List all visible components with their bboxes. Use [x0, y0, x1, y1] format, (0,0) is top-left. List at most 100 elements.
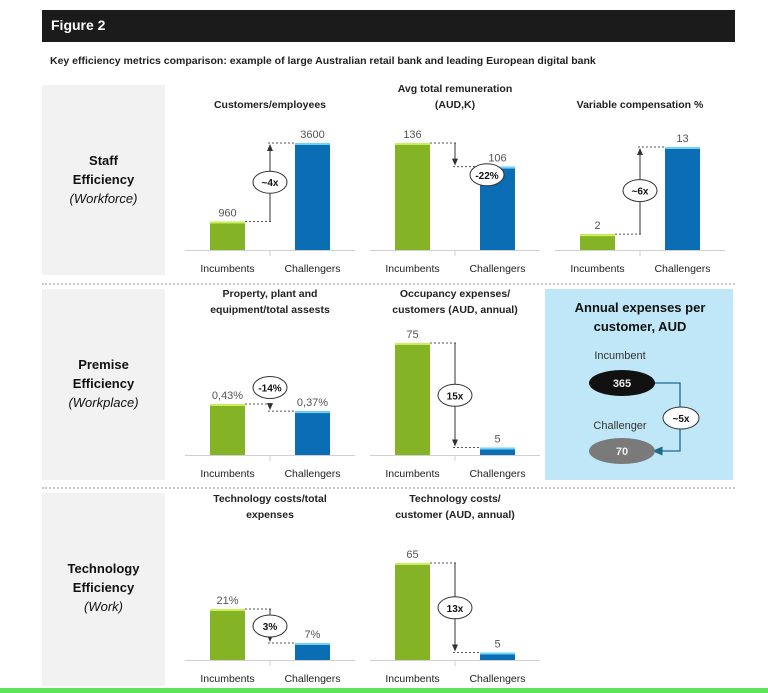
row-divider [42, 487, 735, 489]
bar-challengers [480, 652, 515, 660]
incumbent-value: 365 [613, 378, 631, 390]
highlight-title-line: customer, AUD [594, 319, 687, 334]
bar-incumbents [580, 234, 615, 250]
x-tick-label: Challengers [284, 263, 340, 275]
bar-top-highlight [480, 447, 515, 450]
bar-chart: Variable compensation % 2 Incumbents 13 Chal… [555, 99, 725, 275]
bar-top-highlight [210, 404, 245, 406]
bar-incumbents [210, 609, 245, 660]
bar-chart: Occupancy expenses/customers (AUD, annua… [370, 288, 540, 480]
row-title-line: Staff [89, 153, 118, 168]
bar-value-label: 5 [494, 434, 500, 446]
chart-title-line: Variable compensation % [577, 99, 704, 111]
chart-title-line: Customers/employees [214, 99, 326, 111]
chart-title-line: Technology costs/ [409, 493, 500, 505]
bar-value-label: 5 [494, 639, 500, 651]
bar-value-label: 13 [676, 133, 688, 145]
bar-top-highlight [665, 147, 700, 149]
comparison-bubble [437, 383, 473, 407]
incumbent-bubble [589, 370, 655, 396]
bar-value-label: 21% [216, 595, 238, 607]
bar-chart: Avg total remuneration (AUD,K) 136 Incumben… [370, 83, 540, 275]
row-label-premise: Premise Efficiency (Workplace) [42, 289, 165, 480]
bar-top-highlight [210, 221, 245, 224]
comparison-bubble [252, 170, 288, 194]
bar-value-label: 106 [488, 153, 506, 165]
x-tick-label: Incumbents [385, 468, 439, 480]
chart-title-line: customer (AUD, annual) [395, 509, 515, 521]
bar-top-highlight [580, 234, 615, 237]
x-tick-label: Challengers [469, 673, 525, 685]
row-title-line: Technology [67, 561, 140, 576]
bar-challengers [295, 643, 330, 660]
x-tick-label: Challengers [654, 263, 710, 275]
bar-chart: Property, plant and equipment/total asses… [185, 288, 355, 480]
annual-expenses-box: Annual expenses per customer, AUD Incumb… [545, 289, 733, 480]
comparison-label: 15x [447, 391, 464, 402]
bar-incumbents [395, 563, 430, 660]
row-subtitle: (Work) [84, 599, 123, 614]
challenger-bubble [589, 438, 655, 464]
x-tick-label: Incumbents [200, 468, 254, 480]
bar-top-highlight [480, 652, 515, 655]
highlight-title-line: Annual expenses per [575, 300, 706, 315]
row-subtitle: (Workplace) [68, 395, 139, 410]
bar-challengers [295, 411, 330, 455]
comparison-label: ~6x [632, 187, 649, 198]
row-title-line: Efficiency [72, 172, 135, 187]
bar-value-label: 7% [305, 629, 321, 641]
challenger-value: 70 [616, 446, 628, 458]
bar-challengers [295, 143, 330, 250]
bar-value-label: 65 [406, 549, 418, 561]
bar-chart: Customers/employees 960 Incumbents 3600 Chal… [185, 99, 355, 275]
challenger-label: Challenger [593, 420, 647, 432]
figure-header: Figure 2 [42, 10, 735, 42]
comparison-label: 13x [447, 604, 464, 615]
bar-challengers [665, 147, 700, 250]
chart-title-line: expenses [246, 509, 294, 521]
comparison-label: 3% [263, 622, 278, 633]
incumbent-label: Incumbent [594, 350, 645, 362]
row-title-line: Premise [78, 357, 129, 372]
bar-incumbents [210, 404, 245, 455]
figure-title: Figure 2 [51, 17, 106, 33]
bar-top-highlight [210, 609, 245, 611]
comparison-bubble [252, 376, 288, 400]
comparison-bubble [622, 179, 658, 203]
chart-title-line: customers (AUD, annual) [392, 304, 517, 316]
row-title-line: Efficiency [72, 376, 135, 391]
comparison-bubble [469, 163, 505, 187]
figure-subtitle: Key efficiency metrics comparison: examp… [50, 55, 596, 67]
comparison-bubble [437, 596, 473, 620]
row-divider [42, 283, 735, 285]
comparison-label: ~4x [262, 178, 279, 189]
bar-chart: Technology costs/customer (AUD, annual) 6… [370, 493, 540, 685]
row-subtitle: (Workforce) [69, 191, 138, 206]
bar-top-highlight [395, 343, 430, 345]
bar-top-highlight [395, 143, 430, 145]
row-label-staff: Staff Efficiency (Workforce) [42, 85, 165, 275]
chart-title-line: Avg total remuneration [398, 83, 513, 95]
comparison-bubble [252, 614, 288, 638]
bar-value-label: 0,43% [212, 390, 243, 402]
chart-title-line: equipment/total assests [210, 304, 330, 316]
x-tick-label: Challengers [284, 673, 340, 685]
x-tick-label: Challengers [469, 263, 525, 275]
comparison-label: -14% [258, 384, 281, 395]
x-tick-label: Incumbents [385, 673, 439, 685]
bar-challengers [480, 447, 515, 455]
bar-value-label: 136 [403, 129, 421, 141]
row-title-line: Efficiency [72, 580, 135, 595]
bar-incumbents [395, 143, 430, 250]
x-tick-label: Challengers [469, 468, 525, 480]
row-label-technology: Technology Efficiency (Work) [42, 493, 165, 686]
bar-value-label: 3600 [300, 129, 324, 141]
x-tick-label: Challengers [284, 468, 340, 480]
bar-value-label: 0,37% [297, 397, 328, 409]
bar-top-highlight [295, 411, 330, 414]
bar-value-label: 960 [218, 207, 236, 219]
bar-top-highlight [295, 143, 330, 145]
bottom-accent-line [0, 688, 768, 693]
comparison-label: ~5x [673, 414, 690, 425]
